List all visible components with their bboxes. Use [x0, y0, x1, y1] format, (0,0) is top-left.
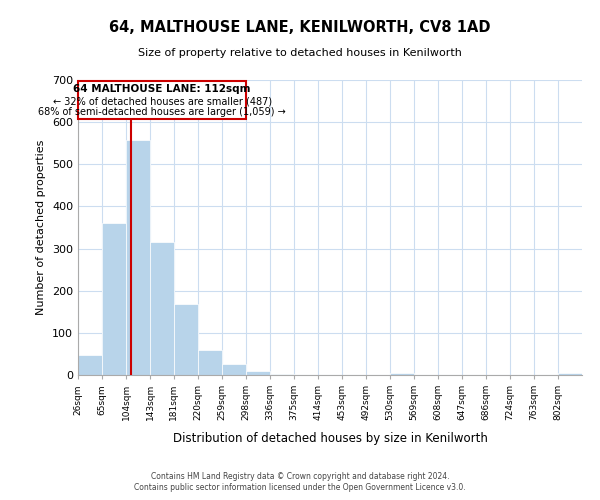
- Bar: [270, 374, 294, 375]
- Bar: [102, 224, 126, 375]
- Bar: [151, 242, 174, 375]
- Bar: [126, 140, 151, 375]
- Text: Contains public sector information licensed under the Open Government Licence v3: Contains public sector information licen…: [134, 484, 466, 492]
- Text: 64 MALTHOUSE LANE: 112sqm: 64 MALTHOUSE LANE: 112sqm: [73, 84, 251, 94]
- Bar: [246, 371, 270, 375]
- Text: 68% of semi-detached houses are larger (1,059) →: 68% of semi-detached houses are larger (…: [38, 106, 286, 117]
- X-axis label: Distribution of detached houses by size in Kenilworth: Distribution of detached houses by size …: [173, 432, 487, 444]
- Text: Size of property relative to detached houses in Kenilworth: Size of property relative to detached ho…: [138, 48, 462, 58]
- Bar: [78, 81, 246, 119]
- Bar: [198, 350, 222, 375]
- Y-axis label: Number of detached properties: Number of detached properties: [37, 140, 46, 315]
- Text: Contains HM Land Registry data © Crown copyright and database right 2024.: Contains HM Land Registry data © Crown c…: [151, 472, 449, 481]
- Bar: [389, 374, 414, 375]
- Text: 64, MALTHOUSE LANE, KENILWORTH, CV8 1AD: 64, MALTHOUSE LANE, KENILWORTH, CV8 1AD: [109, 20, 491, 35]
- Bar: [174, 304, 198, 375]
- Text: ← 32% of detached houses are smaller (487): ← 32% of detached houses are smaller (48…: [53, 96, 272, 106]
- Bar: [222, 364, 246, 375]
- Bar: [558, 373, 582, 375]
- Bar: [78, 355, 102, 375]
